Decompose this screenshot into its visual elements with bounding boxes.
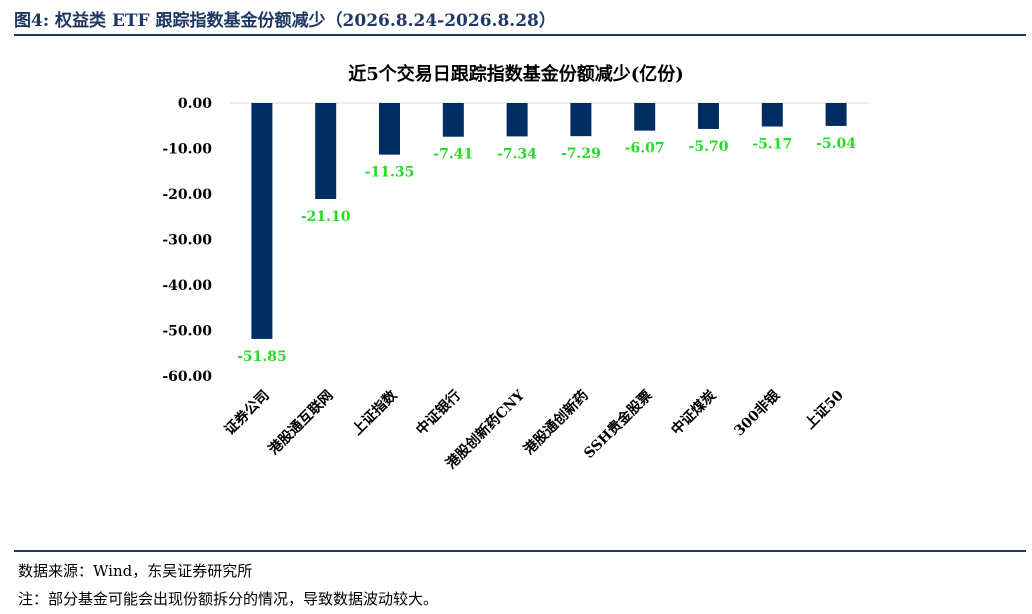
footer-rule [14,550,1026,552]
y-tick-label: -60.00 [162,369,212,385]
bar [506,103,528,137]
x-tick-label: 证券公司 [221,387,273,439]
source-note: 数据来源：Wind，东吴证券研究所 [18,562,253,580]
bar [761,103,783,127]
data-label: -7.29 [561,146,601,162]
bar [442,103,464,137]
data-label: -7.34 [497,146,537,162]
x-tick-label: 港股通创新药 [520,387,591,458]
chart-title: 近5个交易日跟踪指数基金份额减少(亿份) [348,63,684,85]
data-label: -6.07 [625,141,665,157]
data-label: -11.35 [365,165,415,181]
y-tick-label: -20.00 [162,187,212,203]
y-tick-label: 0.00 [178,96,212,112]
data-label: -7.41 [433,147,473,163]
y-tick-label: -30.00 [162,233,212,249]
x-tick-label: 300非银 [731,386,784,439]
bar [315,103,337,200]
data-label: -5.17 [752,137,792,153]
data-label: -5.04 [816,136,856,152]
bar [825,103,847,126]
footnote: 注：部分基金可能会出现份额拆分的情况，导致数据波动较大。 [18,590,439,608]
x-tick-label: 中证银行 [413,387,465,439]
bar [698,103,719,129]
bar [570,103,592,137]
x-tick-label: 港股通互联网 [265,387,336,458]
bar [379,103,400,155]
bar-chart: 近5个交易日跟踪指数基金份额减少(亿份) 0.00 -10.00 -20.00 -30… [162,63,868,472]
x-tick-label: 上证指数 [349,386,401,438]
y-tick-label: -50.00 [162,324,212,340]
y-tick-label: -10.00 [162,142,212,158]
x-tick-label: 上证50 [802,387,847,432]
bar [251,103,273,339]
data-label: -21.10 [301,209,351,225]
y-tick-label: -40.00 [162,278,212,294]
bar [634,103,656,131]
data-label: -5.70 [689,139,729,155]
figure-title: 图4: 权益类 ETF 跟踪指数基金份额减少（2026.8.24-2026.8.… [14,11,556,31]
data-label: -51.85 [237,349,287,365]
x-tick-label: SSH贵金股票 [580,387,655,462]
x-tick-label: 中证煤炭 [668,387,720,439]
title-rule [14,34,1026,36]
